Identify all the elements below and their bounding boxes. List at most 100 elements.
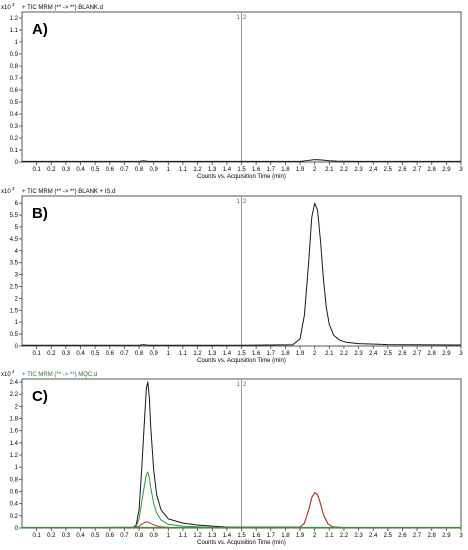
y-tick-label: 0.8 <box>10 477 19 483</box>
x-tick-label: 1.8 <box>281 533 290 539</box>
y-tick-label: 1.8 <box>10 417 19 423</box>
panel-label: B) <box>32 205 48 222</box>
y-tick-label: 2.4 <box>10 380 19 386</box>
y-tick-label: 1.2 <box>10 453 19 459</box>
y-tick-label: 0 <box>15 526 19 532</box>
x-tick-label: 1.7 <box>267 167 276 173</box>
x-tick-label: 2.1 <box>325 533 334 539</box>
chart-panel-1: x10 3 + TIC MRM (** -> **) BLANK.d 0 0.1 0.2 0… <box>1 2 463 180</box>
x-tick-label: 0.5 <box>91 533 100 539</box>
x-tick-label: 1.8 <box>281 351 290 357</box>
y-tick-label: 0.2 <box>10 136 19 142</box>
x-tick-label: 2.6 <box>398 533 407 539</box>
x-tick-label: 1.1 <box>179 351 188 357</box>
x-tick-label: 0.6 <box>106 167 115 173</box>
x-tick-label: 2.1 <box>325 167 334 173</box>
x-tick-label: 1.3 <box>208 167 217 173</box>
x-tick-label: 2.4 <box>369 533 378 539</box>
x-tick-label: 0.7 <box>120 533 129 539</box>
x-tick-label: 1.3 <box>208 351 217 357</box>
y-tick-label: 0.5 <box>10 332 19 338</box>
x-tick-label: 1 <box>167 533 171 539</box>
y-tick-label: 0.3 <box>10 124 19 130</box>
x-tick-label: 2.5 <box>384 351 393 357</box>
y-tick-label: 4 <box>15 249 19 255</box>
y-tick-label: 0.4 <box>10 112 19 118</box>
y-tick-label: 1.1 <box>10 28 19 34</box>
trace-header: + TIC MRM (** -> **) BLANK.d <box>22 5 103 11</box>
x-tick-label: 2.7 <box>413 167 422 173</box>
x-tick-label: 0.6 <box>106 533 115 539</box>
x-tick-label: 0.1 <box>32 167 41 173</box>
x-tick-label: 0.9 <box>150 351 159 357</box>
x-tick-label: 3 <box>459 167 463 173</box>
y-tick-label: 0.2 <box>10 514 19 520</box>
x-tick-label: 2.9 <box>442 533 451 539</box>
x-tick-label: 1.2 <box>193 351 202 357</box>
y-tick-label: 1.6 <box>10 429 19 435</box>
y-tick-label: 1 <box>15 465 19 471</box>
x-tick-label: 2.2 <box>340 533 349 539</box>
x-axis-label: Counts vs. Acquisition Time (min) <box>197 174 286 180</box>
x-tick-label: 1.2 <box>193 533 202 539</box>
x-tick-label: 2 <box>313 167 317 173</box>
segment-label-right: 2 <box>243 382 247 388</box>
x-tick-label: 1.1 <box>179 167 188 173</box>
x-tick-label: 1.7 <box>267 533 276 539</box>
x-tick-label: 2.9 <box>442 351 451 357</box>
segment-label-left: 1 <box>237 382 241 388</box>
y-tick-label: 0.8 <box>10 64 19 70</box>
y-tick-label: 0.4 <box>10 502 19 508</box>
y-tick-label: 2.5 <box>10 284 19 290</box>
x-tick-label: 0.4 <box>76 167 85 173</box>
x-tick-label: 0.8 <box>135 533 144 539</box>
x-tick-label: 2 <box>313 351 317 357</box>
x-tick-label: 1.6 <box>252 351 261 357</box>
x-tick-label: 2.7 <box>413 533 422 539</box>
x-tick-label: 0.5 <box>91 351 100 357</box>
y-multiplier-label: x10 <box>1 189 11 195</box>
x-axis-label: Counts vs. Acquisition Time (min) <box>197 540 286 546</box>
x-tick-label: 0.5 <box>91 167 100 173</box>
y-tick-label: 0 <box>15 160 19 166</box>
x-tick-label: 0.3 <box>62 533 71 539</box>
x-tick-label: 1.8 <box>281 167 290 173</box>
x-tick-label: 2.8 <box>428 167 437 173</box>
y-multiplier-label: x10 <box>1 5 11 11</box>
x-tick-label: 1.9 <box>296 167 305 173</box>
x-tick-label: 2.6 <box>398 167 407 173</box>
x-tick-label: 1 <box>167 167 171 173</box>
x-tick-label: 1.9 <box>296 533 305 539</box>
series-line-1 <box>22 202 462 346</box>
x-tick-label: 0.8 <box>135 167 144 173</box>
y-tick-label: 0.5 <box>10 100 19 106</box>
x-tick-label: 2.7 <box>413 351 422 357</box>
x-tick-label: 2.5 <box>384 167 393 173</box>
x-tick-label: 0.2 <box>47 533 56 539</box>
x-tick-label: 0.7 <box>120 351 129 357</box>
x-tick-label: 2.5 <box>384 533 393 539</box>
x-tick-label: 2.4 <box>369 167 378 173</box>
x-tick-label: 1.2 <box>193 167 202 173</box>
x-tick-label: 0.8 <box>135 351 144 357</box>
x-tick-label: 1.6 <box>252 167 261 173</box>
x-tick-label: 1.4 <box>223 533 232 539</box>
x-tick-label: 0.2 <box>47 167 56 173</box>
x-tick-label: 0.4 <box>76 351 85 357</box>
trace-header: + TIC MRM (** -> **) MQC.d <box>22 372 97 378</box>
y-tick-label: 3.5 <box>10 261 19 267</box>
y-tick-label: 2.2 <box>10 392 19 398</box>
x-tick-label: 1.4 <box>223 167 232 173</box>
x-tick-label: 1.5 <box>237 351 246 357</box>
panel-label: C) <box>32 388 48 405</box>
x-tick-label: 0.2 <box>47 351 56 357</box>
y-tick-label: 5 <box>15 225 19 231</box>
y-tick-label: 0.6 <box>10 88 19 94</box>
x-tick-label: 0.9 <box>150 167 159 173</box>
x-tick-label: 2.6 <box>398 351 407 357</box>
x-tick-label: 2.1 <box>325 351 334 357</box>
x-tick-label: 2.3 <box>354 533 363 539</box>
